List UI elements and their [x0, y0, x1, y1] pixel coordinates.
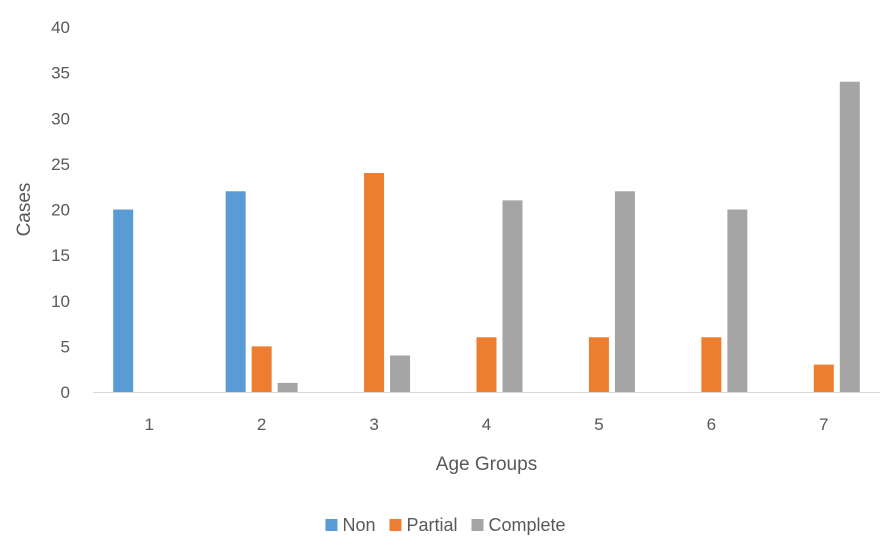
bar-partial-2: [251, 346, 272, 392]
bar-partial-3: [364, 173, 385, 392]
x-tick-label: 5: [594, 415, 603, 434]
y-tick-label: 25: [51, 155, 70, 174]
x-tick-label: 3: [369, 415, 378, 434]
legend-swatch: [389, 519, 402, 531]
bar-non-2: [225, 191, 246, 392]
y-tick-label: 35: [51, 64, 70, 83]
x-tick-label: 4: [482, 415, 491, 434]
bar-partial-4: [476, 337, 497, 392]
y-tick-label: 5: [61, 337, 70, 356]
bar-complete-7: [839, 81, 860, 392]
x-axis-ticks: 1 2 3 4 5 6 7: [144, 415, 828, 434]
legend-item-partial: Partial: [389, 515, 458, 535]
y-tick-label: 20: [51, 201, 70, 220]
y-tick-label: 15: [51, 246, 70, 265]
legend-label: Non: [342, 515, 375, 535]
x-tick-label: 2: [257, 415, 266, 434]
legend-label: Complete: [489, 515, 566, 535]
bar-partial-6: [701, 337, 722, 392]
bars: [113, 81, 860, 392]
bar-complete-4: [502, 200, 523, 392]
legend-swatch: [471, 519, 484, 531]
bar-partial-5: [588, 337, 609, 392]
bar-partial-7: [813, 364, 834, 392]
bar-complete-2: [277, 382, 298, 392]
legend-label: Partial: [406, 515, 457, 535]
y-tick-label: 0: [61, 383, 70, 402]
y-tick-label: 30: [51, 109, 70, 128]
bar-non-1: [113, 209, 134, 392]
x-tick-label: 6: [707, 415, 716, 434]
bar-complete-5: [614, 191, 635, 392]
legend-item-complete: Complete: [471, 515, 566, 535]
x-tick-label: 7: [819, 415, 828, 434]
y-axis-title: Cases: [14, 183, 35, 237]
y-tick-label: 10: [51, 292, 70, 311]
legend-item-non: Non: [325, 515, 375, 535]
legend: Non Partial Complete: [325, 515, 566, 535]
legend-swatch: [325, 519, 338, 531]
bar-complete-6: [727, 209, 748, 392]
x-tick-label: 1: [144, 415, 153, 434]
y-axis-ticks: 0 5 10 15 20 25 30 35 40: [51, 18, 70, 402]
x-axis-title: Age Groups: [436, 454, 537, 475]
y-tick-label: 40: [51, 18, 70, 37]
bar-complete-3: [390, 355, 411, 392]
